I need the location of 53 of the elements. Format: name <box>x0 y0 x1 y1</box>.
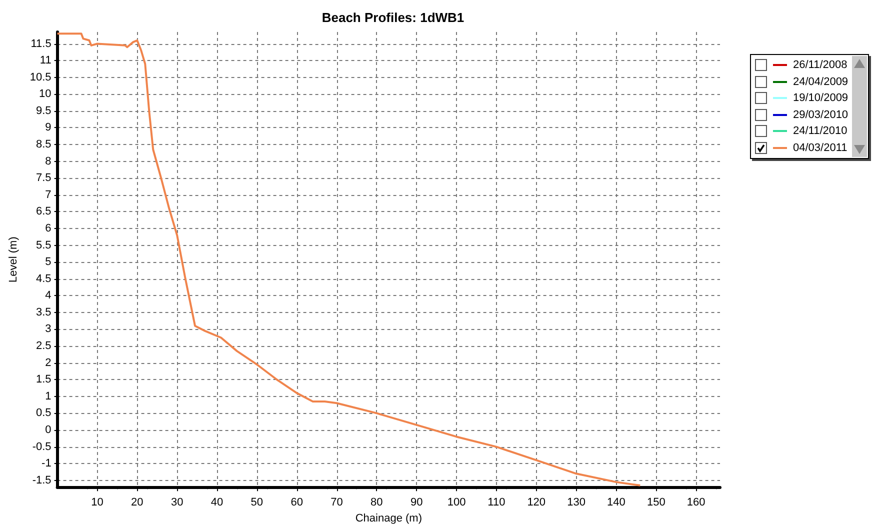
y-tick-label: 8 <box>45 155 52 168</box>
x-tick-label: 150 <box>646 496 666 509</box>
y-tick-label: 4 <box>45 290 52 302</box>
legend-label: 29/03/2010 <box>793 108 848 121</box>
y-tick-label: 11 <box>40 54 52 67</box>
y-tick-label: -1.5 <box>32 474 52 486</box>
y-tick-label: 5 <box>45 256 52 268</box>
x-tick-label: 10 <box>91 496 104 509</box>
y-tick-label: 0.5 <box>36 407 52 420</box>
x-tick-label: 120 <box>527 496 546 509</box>
y-tick-label: 10.5 <box>30 71 52 84</box>
legend-label: 19/10/2009 <box>793 92 848 104</box>
y-tick-label: 1 <box>45 390 52 402</box>
x-tick-label: 60 <box>290 496 303 509</box>
legend-label: 24/04/2009 <box>793 76 848 88</box>
y-tick-label: 3 <box>45 323 52 336</box>
chart-title: Beach Profiles: 1dWB1 <box>322 10 464 25</box>
y-tick-label: 2.5 <box>36 340 52 352</box>
x-tick-label: 30 <box>170 496 184 509</box>
x-tick-label: 50 <box>250 496 264 509</box>
y-tick-label: 7 <box>45 188 52 201</box>
y-tick-label: 0 <box>45 424 52 436</box>
x-tick-label: 110 <box>488 496 506 509</box>
y-tick-label: 7.5 <box>36 172 52 184</box>
x-tick-label: 130 <box>567 496 586 509</box>
legend-label: 04/03/2011 <box>793 142 848 154</box>
x-tick-label: 140 <box>607 496 626 509</box>
x-tick-label: 100 <box>447 496 466 509</box>
y-tick-label: 6 <box>45 222 52 234</box>
y-tick-label: 11.5 <box>30 38 52 50</box>
legend-label: 24/11/2010 <box>793 125 848 138</box>
x-tick-label: 20 <box>131 496 144 509</box>
y-tick-label: 2 <box>45 356 52 369</box>
y-tick-label: 1.5 <box>36 374 52 386</box>
y-tick-label: 9 <box>45 122 52 134</box>
x-tick-label: 40 <box>210 496 224 509</box>
x-tick-label: 160 <box>686 496 706 509</box>
y-tick-label: 4.5 <box>36 272 52 285</box>
y-tick-label: 6.5 <box>36 206 52 218</box>
line-series <box>56 32 642 486</box>
y-axis-title: Level (m) <box>8 236 20 282</box>
y-tick-label: 9.5 <box>36 104 52 117</box>
y-tick-label: 8.5 <box>36 138 52 151</box>
y-tick-label: 3.5 <box>36 306 52 318</box>
x-tick-label: 90 <box>410 496 423 509</box>
legend-label: 26/11/2008 <box>793 59 848 72</box>
y-tick-label: -1 <box>42 458 52 470</box>
y-tick-label: 5.5 <box>36 239 52 252</box>
x-tick-label: 70 <box>330 496 343 509</box>
x-tick-label: 80 <box>370 496 383 509</box>
y-tick-label: 10 <box>39 88 52 100</box>
y-tick-label: -0.5 <box>32 440 52 453</box>
x-axis-title: Chainage (m) <box>355 512 422 524</box>
